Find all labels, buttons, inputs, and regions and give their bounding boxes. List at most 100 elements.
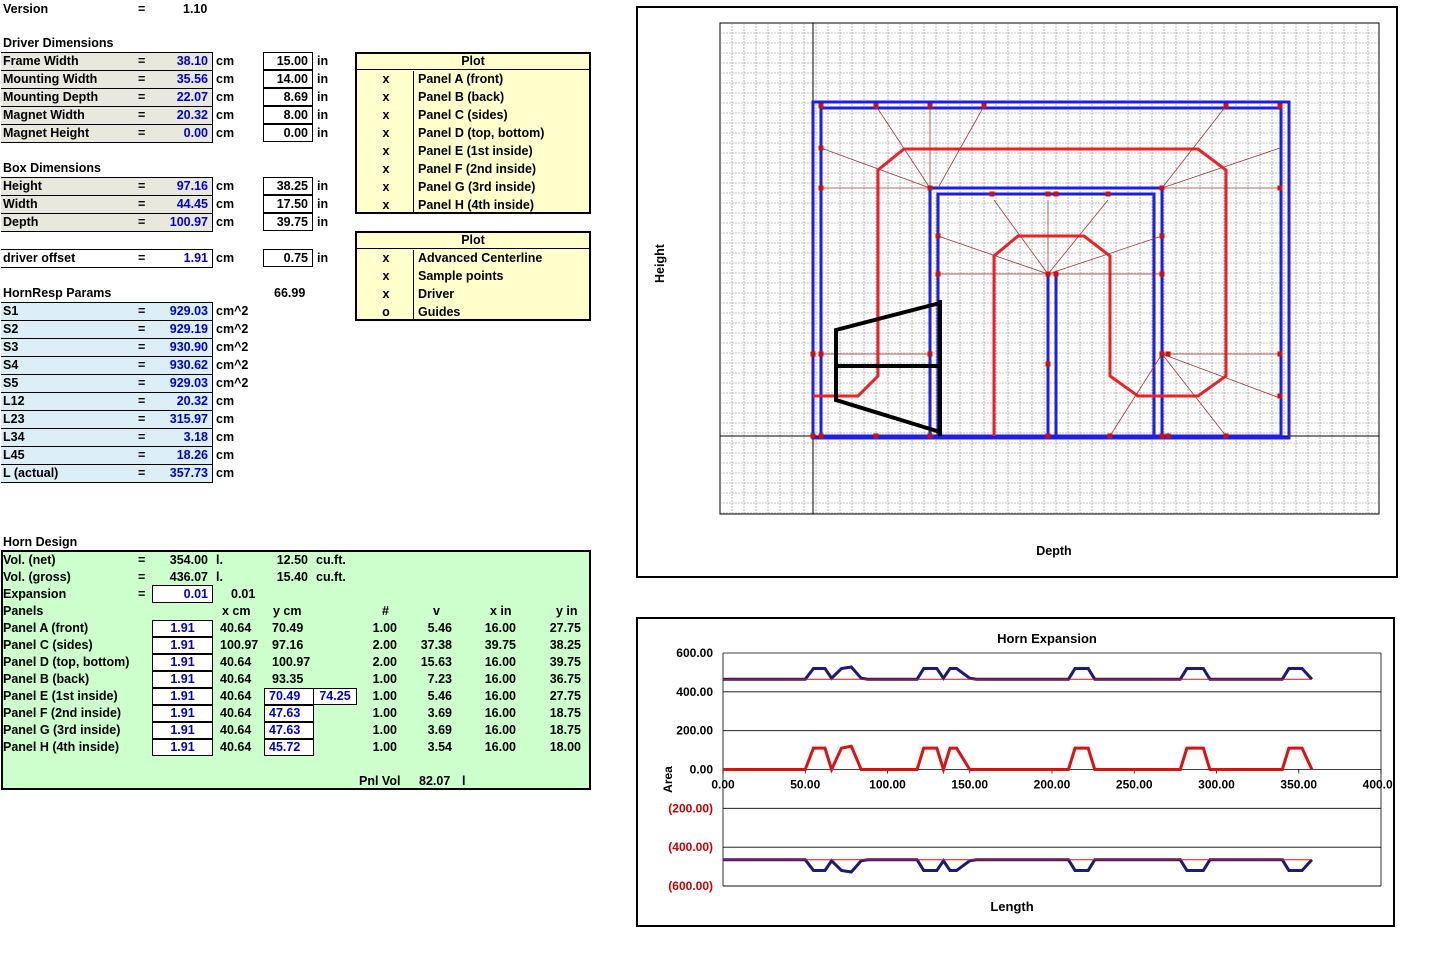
driver-row-eq: =: [138, 108, 146, 122]
plot1-mark[interactable]: x: [382, 162, 390, 176]
plot1-option-label: Panel F (2nd inside): [418, 162, 537, 176]
horn-row-v: 3.69: [427, 706, 452, 720]
horn-row-thickness-input[interactable]: 1.91: [152, 688, 213, 705]
horn-row-ycm-input[interactable]: 45.72: [264, 739, 314, 756]
offset-unit: cm: [216, 251, 235, 265]
horn-row-thickness-input[interactable]: 1.91: [152, 739, 213, 756]
sample-point: [1223, 103, 1229, 109]
x-tick-label: 300.00: [1198, 778, 1235, 792]
box-band: [1, 177, 213, 232]
box-row-eq: =: [138, 197, 146, 211]
y-tick-label: 0.00: [690, 763, 714, 777]
box-row-iunit: in: [317, 215, 329, 229]
horn-expansion-chart[interactable]: 600.00 400.00 200.00 0.00 (200.00) (400.00) (6…: [636, 617, 1395, 927]
hornresp-row-sep: [1, 374, 213, 375]
offset-label: driver offset: [3, 251, 76, 265]
horn-row-thickness-input[interactable]: 1.91: [152, 637, 213, 654]
horn-row-yin: 36.75: [549, 672, 581, 686]
box-row-inches[interactable]: 38.25: [263, 177, 313, 195]
driver-row-cm[interactable]: 20.32: [176, 108, 208, 122]
horn-row-ycm-input[interactable]: 70.49: [264, 688, 314, 705]
offset-iunit: in: [317, 251, 329, 265]
box-row-inches[interactable]: 17.50: [263, 195, 313, 213]
sample-point: [935, 233, 941, 239]
hornresp-row-label: L45: [3, 448, 25, 462]
plot1-mark[interactable]: x: [382, 198, 390, 212]
plot1-mark[interactable]: x: [382, 144, 390, 158]
horn-row-ycm-input[interactable]: 47.63: [264, 705, 314, 722]
horn-row-thickness-input[interactable]: 1.91: [152, 671, 213, 688]
plot1-col-divider: [413, 71, 414, 214]
driver-row-cm[interactable]: 22.07: [176, 90, 208, 104]
hornresp-row-eq: =: [138, 394, 146, 408]
plot2-mark[interactable]: x: [382, 251, 390, 265]
horn-row-thickness-input[interactable]: 1.91: [152, 705, 213, 722]
hornresp-row-unit: cm: [216, 448, 235, 462]
horn-row-thickness-input[interactable]: 1.91: [152, 722, 213, 739]
driver-row-cm[interactable]: 38.10: [176, 54, 208, 68]
vol-gross-eq: =: [138, 570, 146, 584]
plot1-mark[interactable]: x: [382, 108, 390, 122]
box-row-sep: [1, 195, 213, 196]
offset-cm[interactable]: 1.91: [183, 251, 208, 265]
plot1-mark[interactable]: x: [382, 90, 390, 104]
hornresp-row-sep: [1, 338, 213, 339]
box-row-cm[interactable]: 100.97: [169, 215, 208, 229]
hornresp-row-unit: cm^2: [216, 304, 249, 318]
sample-point: [1159, 185, 1165, 191]
driver-row-inches[interactable]: 8.69: [263, 88, 313, 106]
cross-section-chart[interactable]: Height Depth: [636, 6, 1398, 578]
horn-row-xin: 16.00: [484, 706, 516, 720]
horn-row-extra-input[interactable]: 74.25: [313, 688, 357, 705]
vol-gross-cuunit: cu.ft.: [316, 570, 346, 584]
horn-row-xcm: 40.64: [220, 672, 252, 686]
horn-row-label: Panel G (3rd inside): [3, 723, 121, 737]
plot2-option-label: Driver: [418, 287, 455, 301]
driver-row-inches[interactable]: 0.00: [263, 124, 313, 142]
sample-point: [927, 433, 933, 439]
hornresp-row-value: 3.18: [183, 430, 208, 444]
plot1-mark[interactable]: x: [382, 126, 390, 140]
box-row-cm[interactable]: 97.16: [176, 179, 208, 193]
expansion-input[interactable]: 0.01: [152, 585, 213, 603]
plot2-mark[interactable]: o: [382, 305, 390, 319]
hornresp-row-unit: cm: [216, 430, 235, 444]
driver-row-cm[interactable]: 35.56: [176, 72, 208, 86]
driver-row-iunit: in: [317, 72, 329, 86]
driver-row-cm[interactable]: 0.00: [183, 126, 208, 140]
horn-row-xcm: 40.64: [220, 621, 252, 635]
box-row-unit: cm: [216, 179, 235, 193]
offset-edge: [212, 249, 213, 268]
box-row-eq: =: [138, 179, 146, 193]
horn-row-thickness-input[interactable]: 1.91: [152, 620, 213, 637]
driver-row-inches[interactable]: 14.00: [263, 70, 313, 88]
sample-point: [1045, 433, 1051, 439]
horn-row-thickness-input[interactable]: 1.91: [152, 654, 213, 671]
hornresp-row-eq: =: [138, 322, 146, 336]
hornresp-row-value: 929.03: [169, 304, 208, 318]
driver-row-inches[interactable]: 15.00: [263, 52, 313, 70]
box-row-inches[interactable]: 39.75: [263, 213, 313, 231]
plot2-mark[interactable]: x: [382, 287, 390, 301]
box-row-cm[interactable]: 44.45: [176, 197, 208, 211]
driver-row-unit: cm: [216, 54, 235, 68]
plot1-option-label: Panel E (1st inside): [418, 144, 533, 158]
horn-row-ycm: 70.49: [272, 621, 304, 635]
version-label: Version: [3, 2, 49, 16]
horn-row-label: Panel E (1st inside): [3, 689, 118, 703]
plot2-mark[interactable]: x: [382, 269, 390, 283]
plot1-mark[interactable]: x: [382, 180, 390, 194]
horn-row-v: 37.38: [420, 638, 452, 652]
horn-row-xcm: 40.64: [220, 706, 252, 720]
offset-inches[interactable]: 0.75: [263, 249, 313, 267]
horn-row-label: Panel F (2nd inside): [3, 706, 122, 720]
horn-expansion-plot: 600.00 400.00 200.00 0.00 (200.00) (400.00) (6…: [661, 631, 1393, 914]
offset-band: [1, 249, 213, 268]
plot1-mark[interactable]: x: [382, 72, 390, 86]
sample-point: [927, 103, 933, 109]
box-row-sep: [1, 213, 213, 214]
driver-row-inches[interactable]: 8.00: [263, 106, 313, 124]
horn-row-ycm-input[interactable]: 47.63: [264, 722, 314, 739]
sample-point: [1159, 233, 1165, 239]
horn-row-num: 2.00: [372, 655, 397, 669]
